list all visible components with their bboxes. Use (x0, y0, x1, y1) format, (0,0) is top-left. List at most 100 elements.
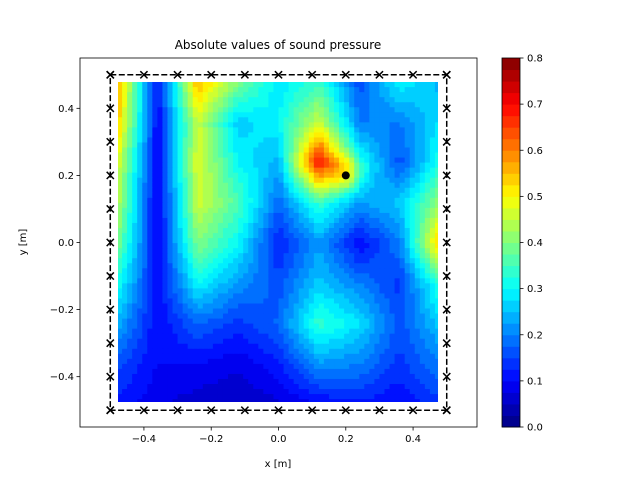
field-cell (288, 86, 295, 93)
field-cell (409, 106, 416, 113)
field-cell (172, 167, 179, 173)
field-cell (288, 358, 295, 364)
field-cell (303, 292, 310, 299)
microphone-marker (106, 339, 115, 348)
field-cell (147, 227, 153, 234)
field-cell (152, 177, 158, 183)
field-cell (122, 378, 128, 384)
field-cell (349, 192, 355, 198)
field-cell (283, 343, 290, 349)
field-cell (404, 373, 411, 379)
field-cell (172, 252, 179, 259)
field-cell (167, 136, 174, 143)
field-cell (429, 156, 436, 163)
field-cell (132, 388, 138, 395)
field-cell (414, 302, 421, 309)
field-cell (303, 242, 310, 249)
field-cell (434, 146, 438, 153)
field-cell (354, 333, 360, 339)
field-cell (243, 373, 249, 379)
field-cell (187, 141, 194, 148)
field-cell (323, 177, 330, 183)
field-cell (354, 202, 360, 208)
field-cell (288, 333, 295, 339)
field-cell (182, 272, 189, 279)
field-cell (243, 343, 249, 349)
field-cell (419, 348, 426, 354)
field-cell (434, 86, 438, 93)
field-cell (172, 86, 179, 93)
field-cell (228, 116, 234, 123)
field-cell (318, 232, 325, 239)
field-cell (303, 161, 310, 168)
field-cell (298, 398, 305, 402)
field-cell (157, 172, 164, 178)
field-cell (379, 156, 386, 163)
field-cell (379, 151, 386, 158)
field-cell (157, 227, 164, 234)
field-cell (369, 388, 375, 395)
field-cell (243, 338, 249, 344)
field-cell (137, 111, 143, 118)
field-cell (122, 202, 128, 208)
field-cell (349, 96, 355, 103)
field-cell (419, 212, 426, 218)
field-cell (334, 242, 340, 249)
field-cell (217, 177, 224, 183)
field-cell (182, 398, 189, 402)
field-cell (308, 317, 315, 324)
x-axis-ticks: −0.4 −0.2 0.0 0.2 0.4 (132, 427, 421, 445)
field-cell (339, 257, 345, 264)
field-cell (328, 161, 335, 168)
field-cell (303, 136, 310, 143)
field-cell (318, 307, 325, 314)
field-cell (308, 96, 315, 103)
field-cell (313, 242, 320, 249)
field-cell (118, 106, 123, 113)
field-cell (354, 82, 360, 88)
field-cell (389, 307, 396, 314)
field-cell (283, 202, 290, 208)
field-cell (298, 328, 305, 334)
field-cell (359, 272, 365, 279)
field-cell (409, 151, 416, 158)
field-cell (414, 136, 421, 143)
field-cell (419, 262, 426, 269)
field-cell (404, 277, 411, 284)
field-cell (354, 348, 360, 354)
field-cell (222, 368, 229, 374)
field-cell (424, 317, 431, 324)
field-cell (379, 323, 386, 329)
field-cell (207, 161, 214, 168)
field-cell (202, 121, 209, 128)
field-cell (313, 101, 320, 108)
field-cell (132, 398, 138, 402)
field-cell (419, 323, 426, 329)
field-cell (122, 267, 128, 274)
field-cell (152, 317, 158, 324)
field-cell (258, 227, 264, 234)
field-cell (339, 151, 345, 158)
field-cell (207, 177, 214, 183)
field-cell (303, 312, 310, 319)
field-cell (182, 232, 189, 239)
field-cell (182, 167, 189, 173)
field-cell (228, 328, 234, 334)
field-cell (142, 262, 148, 269)
field-cell (404, 111, 411, 118)
field-cell (293, 182, 300, 188)
field-cell (369, 343, 375, 349)
field-cell (147, 242, 153, 249)
field-cell (228, 217, 234, 223)
field-cell (328, 116, 335, 123)
field-cell (349, 262, 355, 269)
field-cell (147, 86, 153, 93)
field-cell (253, 161, 259, 168)
field-cell (339, 116, 345, 123)
field-cell (399, 202, 406, 208)
field-cell (192, 82, 199, 88)
marker-stroke (442, 238, 451, 247)
field-cell (283, 287, 290, 294)
field-cell (429, 106, 436, 113)
field-cell (308, 373, 315, 379)
